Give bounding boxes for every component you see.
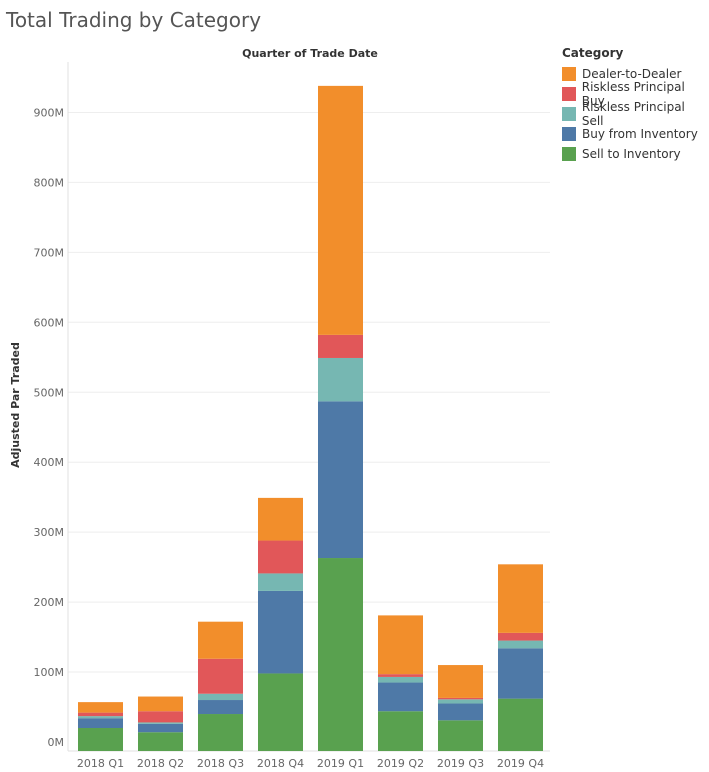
chart-title: Total Trading by Category — [6, 8, 262, 32]
y-tick-label: 200M — [34, 596, 65, 609]
bar-segment — [78, 712, 123, 717]
y-axis-title: Adjusted Par Traded — [9, 342, 22, 468]
bar-segment — [318, 85, 363, 335]
x-tick-label: 2019 Q3 — [437, 757, 484, 770]
bar-segment — [438, 665, 483, 698]
legend-item[interactable]: Riskless Principal Buy — [562, 80, 709, 108]
legend: Category Dealer-to-Dealer Riskless Princi… — [562, 46, 709, 164]
bar-segment — [318, 334, 363, 358]
bar-segment — [198, 658, 243, 694]
x-tick-label: 2018 Q1 — [77, 757, 124, 770]
legend-title: Category — [562, 46, 624, 60]
x-tick-label: 2019 Q1 — [317, 757, 364, 770]
bar-segment — [258, 573, 303, 591]
legend-label: Dealer-to-Dealer — [582, 67, 682, 81]
x-tick-label: 2018 Q4 — [257, 757, 304, 770]
y-tick-label: 600M — [34, 316, 65, 329]
bar-segment — [138, 711, 183, 723]
y-tick-label: 700M — [34, 246, 65, 259]
bar-segment — [498, 698, 543, 751]
bar-segment — [438, 720, 483, 751]
x-tick-label: 2019 Q2 — [377, 757, 424, 770]
y-tick-label: 0M — [48, 736, 65, 749]
legend-swatch — [562, 67, 576, 81]
bar-segment — [198, 714, 243, 751]
column-header: Quarter of Trade Date — [242, 47, 378, 60]
bar-segment — [138, 722, 183, 724]
bar-segment — [138, 723, 183, 733]
bar-segment — [498, 648, 543, 699]
legend-swatch — [562, 107, 576, 121]
y-tick-label: 300M — [34, 526, 65, 539]
legend-label: Riskless Principal Buy — [581, 80, 685, 108]
bar-segment — [438, 697, 483, 700]
bar-segment — [498, 564, 543, 633]
bar-segment — [498, 640, 543, 649]
bar-segment — [378, 682, 423, 712]
legend-item[interactable]: Dealer-to-Dealer — [562, 64, 709, 84]
x-tick-label: 2018 Q2 — [137, 757, 184, 770]
legend-label: Buy from Inventory — [582, 127, 698, 141]
legend-swatch — [562, 87, 576, 101]
bar-segment — [198, 700, 243, 715]
bar-segment — [318, 357, 363, 402]
bar-segment — [138, 696, 183, 712]
bar-segment — [78, 718, 123, 729]
legend-label: Riskless Principal Sell — [581, 100, 685, 128]
legend-swatch — [562, 127, 576, 141]
bar-segment — [498, 632, 543, 641]
y-tick-label: 900M — [34, 106, 65, 119]
bar-segment — [378, 615, 423, 675]
bar-segment — [78, 716, 123, 719]
bar-segment — [438, 699, 483, 704]
bar-segment — [378, 676, 423, 683]
bar-segment — [258, 497, 303, 541]
y-tick-label: 400M — [34, 456, 65, 469]
bar-segment — [378, 674, 423, 677]
y-tick-label: 800M — [34, 176, 65, 189]
bar-segment — [258, 590, 303, 674]
legend-item[interactable]: Buy from Inventory — [562, 124, 709, 144]
y-tick-label: 100M — [34, 666, 65, 679]
x-tick-label: 2019 Q4 — [497, 757, 544, 770]
bar-segment — [78, 702, 123, 713]
legend-swatch — [562, 147, 576, 161]
bar-segment — [438, 703, 483, 721]
bar-segment — [198, 693, 243, 701]
bar-segment — [378, 711, 423, 751]
bar-segment — [318, 401, 363, 559]
bar-segment — [198, 621, 243, 659]
y-tick-label: 500M — [34, 386, 65, 399]
bar-segment — [318, 558, 363, 751]
bar-segment — [258, 540, 303, 574]
bar-segment — [138, 732, 183, 751]
x-tick-label: 2018 Q3 — [197, 757, 244, 770]
bar-segment — [258, 673, 303, 751]
bar-segment — [78, 728, 123, 751]
legend-label: Sell to Inventory — [582, 147, 681, 161]
legend-item[interactable]: Riskless Principal Sell — [562, 100, 709, 128]
legend-item[interactable]: Sell to Inventory — [562, 144, 709, 164]
